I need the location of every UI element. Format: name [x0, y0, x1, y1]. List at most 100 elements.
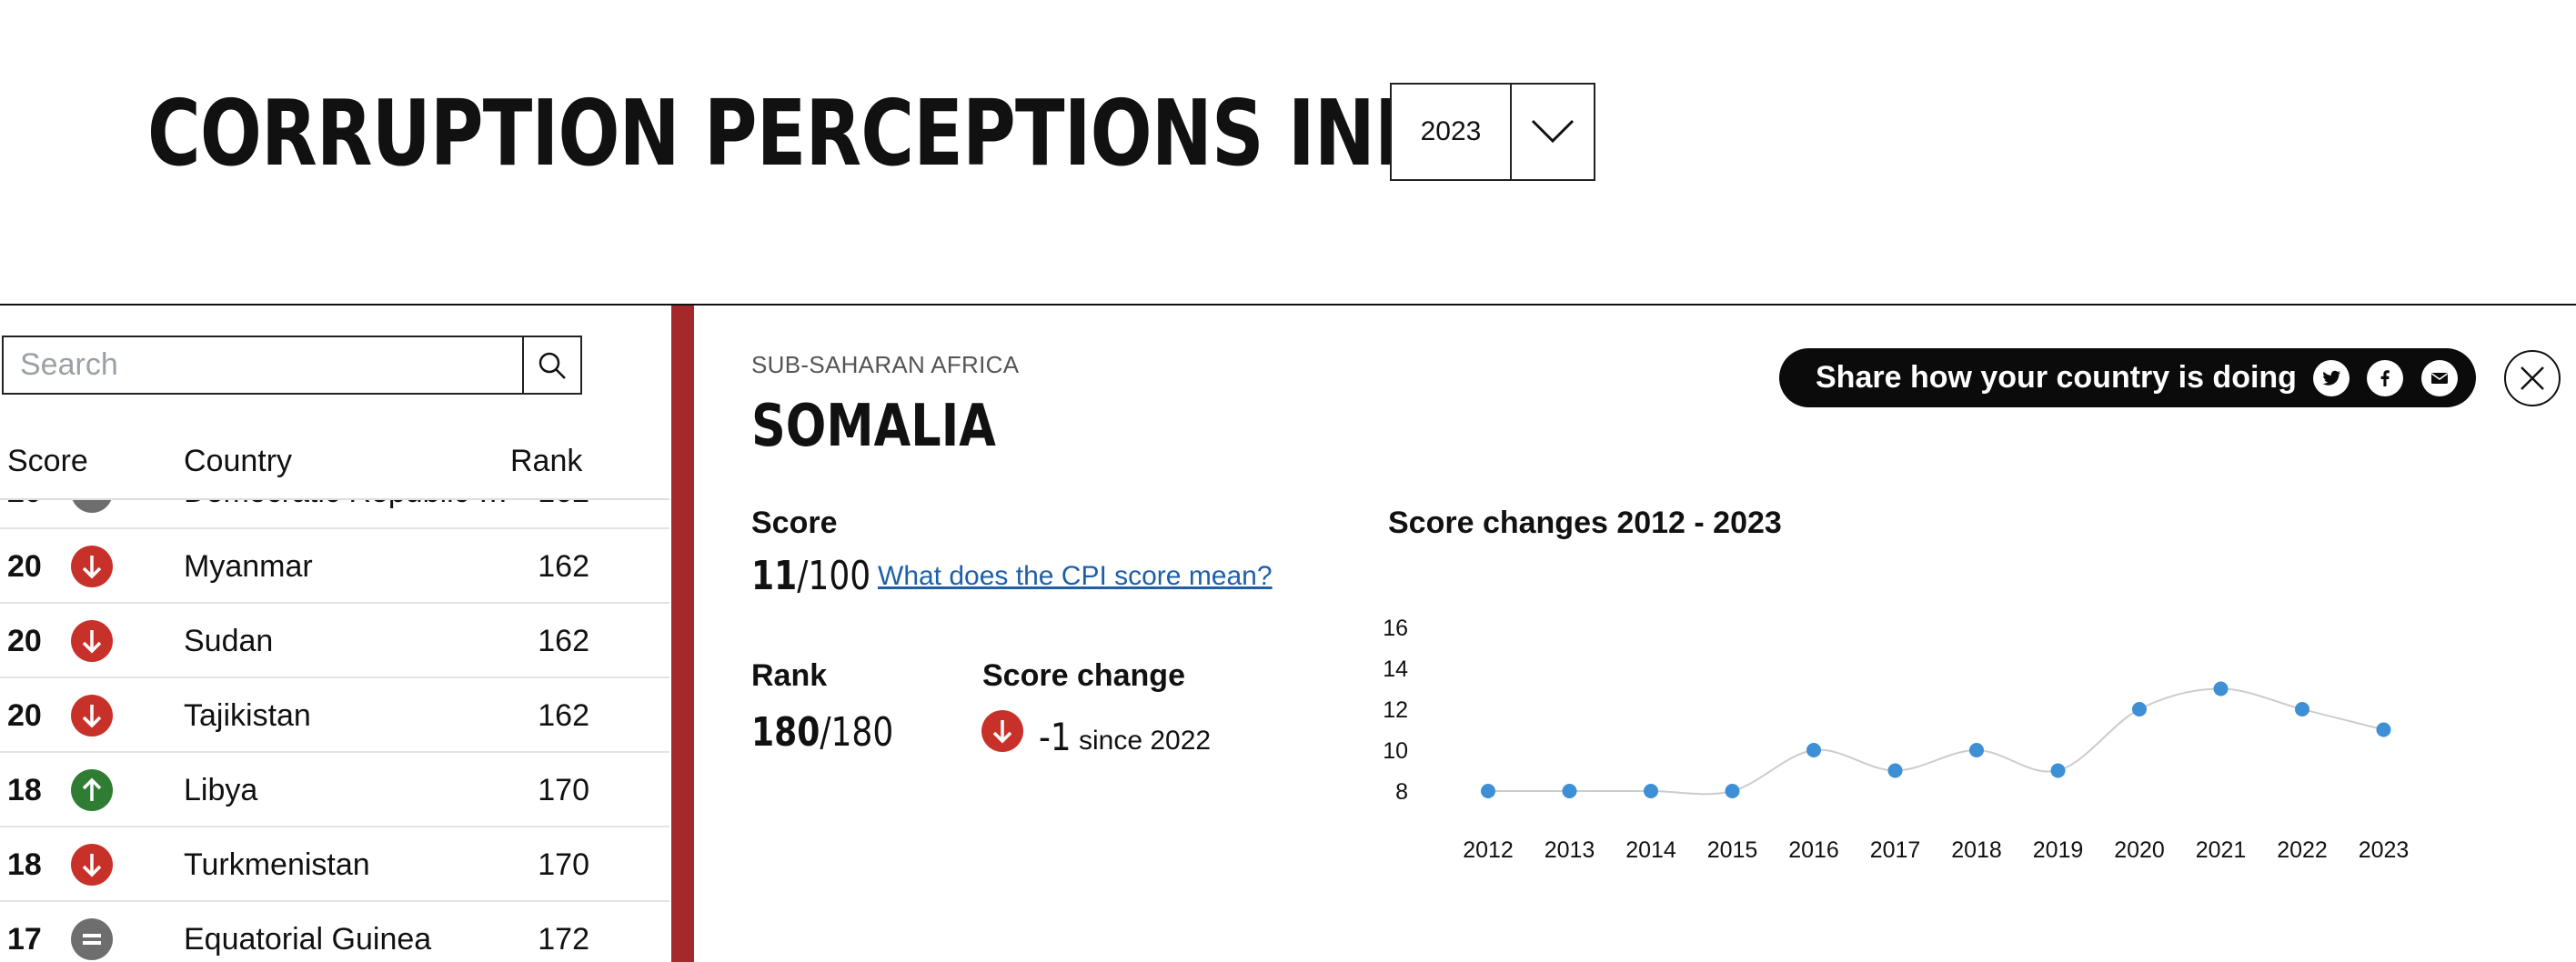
arrow-down-icon: [71, 844, 113, 886]
arrow-down-icon: [981, 710, 1023, 752]
y-tick-label: 16: [1383, 616, 1408, 641]
row-score: 17: [7, 922, 42, 957]
row-score: 20: [7, 549, 42, 584]
data-point[interactable]: [2376, 722, 2391, 737]
table-row[interactable]: 20 Myanmar 162: [0, 529, 669, 604]
country-title: SOMALIA: [751, 393, 996, 460]
equal-icon: [71, 500, 113, 513]
data-point[interactable]: [1806, 743, 1821, 757]
column-header-country[interactable]: Country: [184, 444, 293, 478]
list-header-divider: [0, 498, 669, 500]
table-row[interactable]: 18 Libya 170: [0, 753, 669, 827]
rank-value: 180/180: [751, 709, 894, 756]
cpi-score-link[interactable]: What does the CPI score mean?: [878, 561, 1273, 591]
x-tick-label: 2012: [1463, 837, 1514, 863]
x-tick-label: 2020: [2114, 837, 2165, 863]
row-country: Democratic Republic of...: [184, 500, 520, 510]
close-icon: [2521, 366, 2544, 390]
search-button[interactable]: [522, 337, 580, 393]
x-tick-label: 2022: [2277, 837, 2328, 863]
data-point[interactable]: [1644, 784, 1658, 798]
score-chart: 8 10 12 14 16 2012 2013 2014 2015 2016 2017 2018 201…: [1383, 616, 2410, 863]
score-label: Score: [751, 506, 838, 540]
column-header-rank[interactable]: Rank: [510, 444, 583, 478]
x-tick-label: 2017: [1870, 837, 1921, 863]
region-label: SUB-SAHARAN AFRICA: [751, 351, 1020, 378]
panel-divider-bar: [671, 306, 694, 962]
data-point[interactable]: [1969, 743, 1984, 757]
row-rank: 162: [538, 624, 589, 658]
arrow-down-icon: [71, 695, 113, 737]
row-country: Equatorial Guinea: [184, 922, 432, 957]
table-row[interactable]: 18 Turkmenistan 170: [0, 827, 669, 902]
y-tick-label: 14: [1383, 656, 1408, 682]
table-row[interactable]: 17 Equatorial Guinea 172: [0, 902, 669, 962]
row-score: 20: [7, 500, 42, 510]
share-button[interactable]: Share how your country is doing: [1779, 348, 2476, 407]
chart-title: Score changes 2012 - 2023: [1388, 506, 1782, 540]
year-select[interactable]: 2023: [1390, 83, 1595, 181]
twitter-icon[interactable]: [2313, 360, 2350, 396]
table-row[interactable]: 20 Democratic Republic of...162: [0, 500, 669, 529]
row-country: Myanmar: [184, 549, 313, 584]
row-rank: 170: [538, 847, 589, 882]
y-tick-label: 12: [1383, 697, 1408, 723]
data-point[interactable]: [1481, 784, 1495, 798]
equal-icon: [71, 918, 113, 960]
row-score: 18: [7, 847, 42, 882]
page-title: CORRUPTION PERCEPTIONS INDEX: [147, 80, 1539, 186]
data-point[interactable]: [2050, 763, 2066, 778]
arrow-down-icon: [71, 546, 113, 587]
row-score: 18: [7, 773, 42, 807]
search-box: [2, 336, 582, 395]
x-tick-label: 2016: [1788, 837, 1839, 863]
x-tick-label: 2023: [2359, 837, 2410, 863]
y-tick-label: 10: [1383, 738, 1408, 764]
x-tick-label: 2015: [1707, 837, 1758, 863]
score-change-since: since 2022: [1079, 726, 1212, 756]
column-header-score[interactable]: Score: [7, 444, 88, 478]
score-change-label: Score change: [982, 658, 1185, 693]
series-line: [1487, 687, 2384, 796]
row-rank: 162: [538, 698, 589, 733]
row-country: Libya: [184, 773, 258, 807]
email-icon[interactable]: [2421, 360, 2458, 396]
data-point[interactable]: [2295, 702, 2309, 716]
rank-label: Rank: [751, 658, 828, 693]
arrow-up-icon: [71, 769, 113, 811]
row-score: 20: [7, 624, 42, 658]
row-rank: 162: [538, 549, 589, 584]
close-button[interactable]: [2504, 350, 2561, 406]
score-value: 11/100: [751, 553, 871, 599]
table-row[interactable]: 20 Sudan 162: [0, 604, 669, 678]
arrow-down-icon: [71, 620, 113, 662]
x-tick-label: 2014: [1625, 837, 1676, 863]
facebook-icon[interactable]: [2367, 360, 2403, 396]
x-tick-label: 2021: [2196, 837, 2247, 863]
data-point[interactable]: [1887, 763, 1903, 778]
data-point[interactable]: [2132, 702, 2147, 716]
share-label: Share how your country is doing: [1816, 360, 2297, 395]
country-list[interactable]: 20Democratic Republic of...16220Myanmar1…: [0, 500, 669, 962]
year-select-value: 2023: [1392, 85, 1512, 179]
row-rank: 172: [538, 922, 589, 957]
data-point[interactable]: [1725, 784, 1740, 798]
x-tick-label: 2018: [1951, 837, 2002, 863]
row-score: 20: [7, 698, 42, 733]
data-point[interactable]: [2213, 681, 2229, 696]
row-country: Tajikistan: [184, 698, 311, 733]
y-tick-label: 8: [1395, 779, 1408, 805]
row-rank: 170: [538, 773, 589, 807]
x-tick-label: 2013: [1545, 837, 1595, 863]
search-icon: [538, 352, 566, 379]
row-rank: 162: [509, 500, 589, 510]
header-divider: [0, 304, 2576, 306]
search-input[interactable]: [4, 337, 522, 393]
row-country: Turkmenistan: [184, 847, 370, 882]
chevron-down-icon[interactable]: [1512, 85, 1594, 179]
x-tick-label: 2019: [2033, 837, 2084, 863]
row-country: Sudan: [184, 624, 274, 658]
table-row[interactable]: 20 Tajikistan 162: [0, 678, 669, 753]
score-change-value: -1: [1039, 715, 1072, 759]
data-point[interactable]: [1562, 784, 1577, 798]
